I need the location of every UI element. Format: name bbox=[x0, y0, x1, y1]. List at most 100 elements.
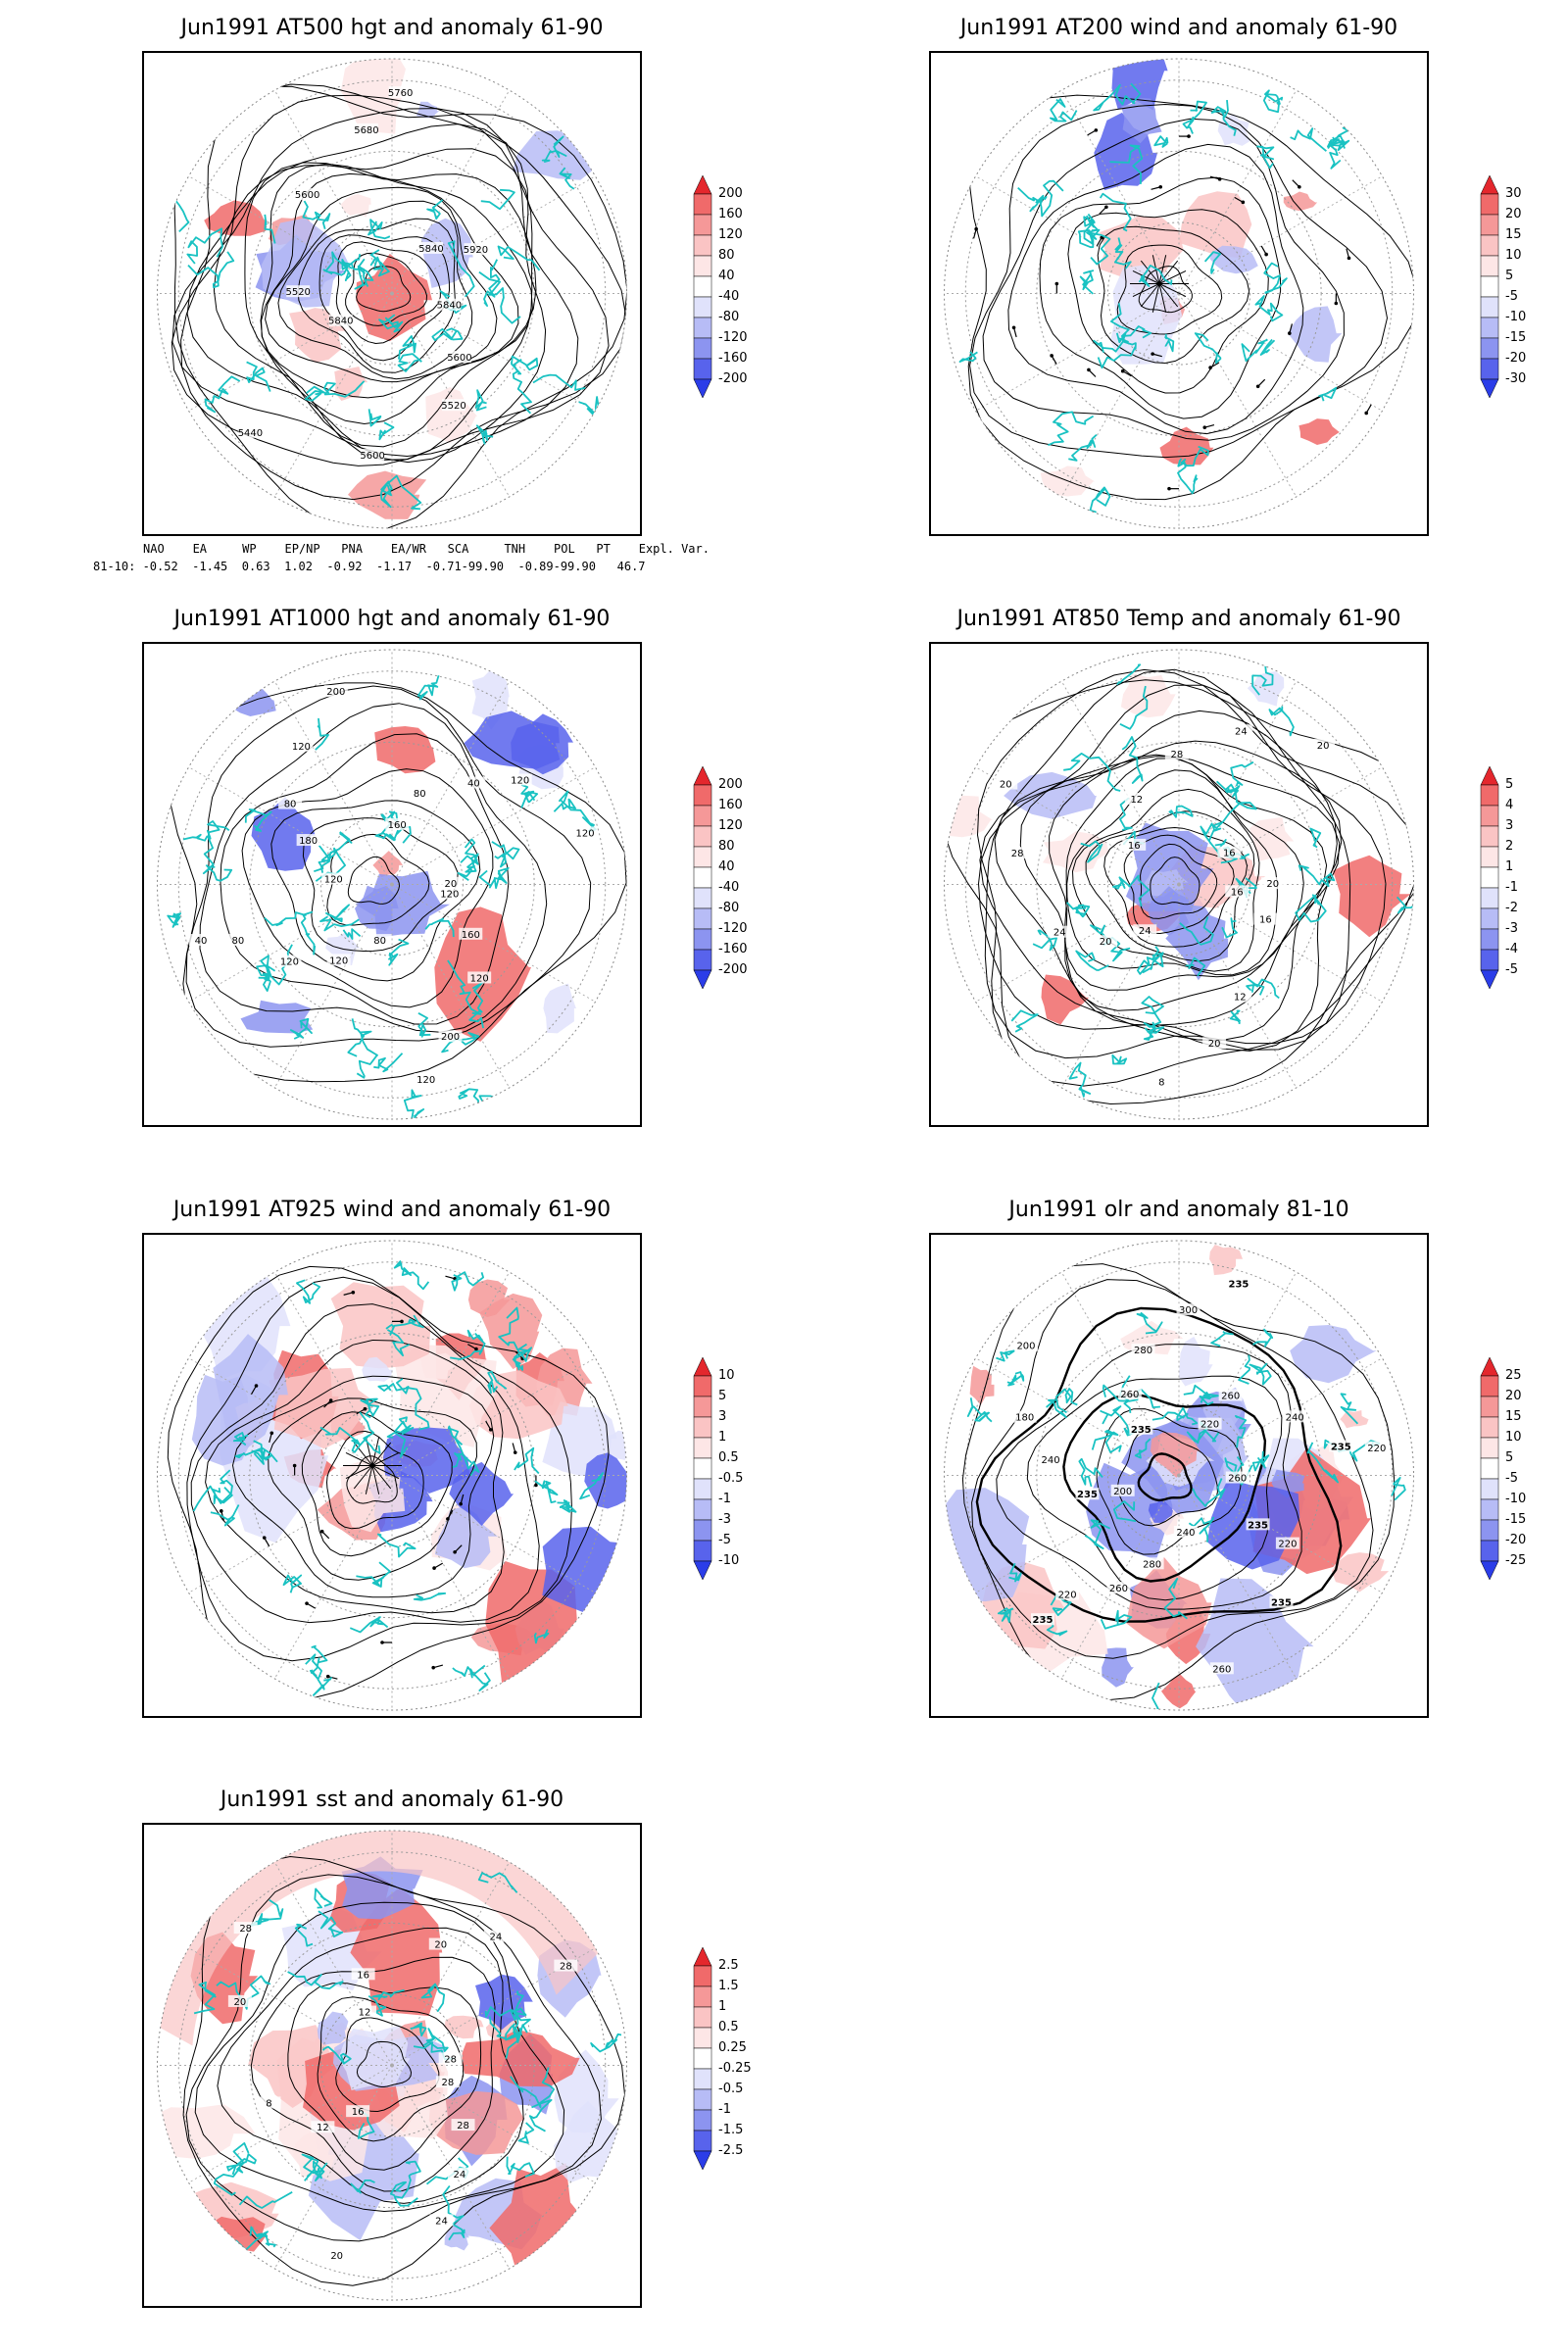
coastline bbox=[1075, 950, 1109, 971]
coastline bbox=[1327, 123, 1371, 152]
colorbar-swatch bbox=[1480, 234, 1499, 257]
contour-label: 120 bbox=[470, 973, 489, 984]
coastline bbox=[1134, 1438, 1152, 1459]
contour-label: 16 bbox=[1231, 887, 1244, 898]
colorbar-label: 2 bbox=[1505, 839, 1514, 854]
coastline bbox=[478, 866, 510, 889]
coastline bbox=[371, 1988, 405, 2001]
contour-label: 120 bbox=[440, 890, 459, 901]
anomaly-shading bbox=[1107, 59, 1168, 111]
contour-label: 5840 bbox=[328, 317, 353, 327]
colorbar-swatch bbox=[1480, 1540, 1499, 1562]
anomaly-shading bbox=[338, 2025, 411, 2090]
coastline bbox=[1203, 251, 1221, 274]
contour-label: 220 bbox=[1367, 1444, 1386, 1454]
latitude-circle bbox=[177, 79, 607, 508]
map-frame bbox=[142, 1233, 642, 1718]
colorbar-label: -1 bbox=[718, 1492, 731, 1506]
colorbar-label: 20 bbox=[1505, 207, 1522, 221]
coastline bbox=[1194, 332, 1222, 365]
map-boundary bbox=[944, 649, 1414, 1120]
contour-label: 200 bbox=[1113, 1487, 1132, 1497]
coastline bbox=[460, 838, 479, 865]
contour-label: 24 bbox=[1139, 926, 1152, 937]
contour-line bbox=[996, 1344, 1302, 1610]
latitude-circle bbox=[1106, 1403, 1251, 1547]
coastline bbox=[483, 259, 501, 307]
colorbar: 200 160 120 80 40 -40 -80 -120 -160 -200 bbox=[693, 764, 748, 1034]
anomaly-shading bbox=[420, 218, 473, 288]
contour-label: 120 bbox=[280, 957, 299, 968]
contour-label: 24 bbox=[454, 2170, 466, 2180]
coastline bbox=[1050, 98, 1078, 122]
coastline bbox=[578, 396, 610, 420]
colorbar-label: -1.5 bbox=[718, 2123, 744, 2137]
coastline bbox=[452, 1666, 475, 1679]
coastline bbox=[368, 219, 390, 240]
map-boundary bbox=[157, 1830, 627, 2301]
pole-streamline bbox=[353, 1465, 373, 1490]
anomaly-shading bbox=[1179, 191, 1252, 259]
pole-streamline bbox=[1158, 255, 1167, 284]
contour-label: 300 bbox=[1179, 1305, 1198, 1316]
colorbar-label: -120 bbox=[718, 330, 748, 345]
contour-line bbox=[1007, 143, 1304, 435]
contour-label: 120 bbox=[324, 875, 343, 886]
coastline bbox=[958, 351, 978, 363]
coastline bbox=[356, 1030, 378, 1079]
contour-line bbox=[185, 1874, 602, 2242]
colorbar-label: 40 bbox=[718, 859, 735, 874]
colorbar-label: -80 bbox=[718, 901, 740, 915]
colorbar-label: -200 bbox=[718, 371, 748, 386]
panel-title: Jun1991 AT200 wind and anomaly 61-90 bbox=[959, 16, 1398, 40]
coastline bbox=[1241, 338, 1268, 363]
contour-label: 5520 bbox=[441, 401, 466, 412]
coastline bbox=[1097, 337, 1137, 369]
index-table-header: NAO EA WP EP/NP PNA EA/WR SCA TNH POL PT… bbox=[143, 542, 710, 556]
anomaly-shading bbox=[469, 1370, 568, 1440]
coastline bbox=[320, 831, 353, 862]
contour-label: 160 bbox=[388, 820, 407, 831]
coastline bbox=[1079, 270, 1095, 295]
contour-label: 120 bbox=[416, 1075, 435, 1086]
anomaly-shading bbox=[340, 194, 371, 218]
pole-streamline bbox=[1132, 270, 1160, 284]
coastline bbox=[997, 1607, 1013, 1623]
pole-streamline bbox=[345, 1452, 373, 1466]
contour-label: 160 bbox=[462, 930, 480, 941]
contour-label: 5760 bbox=[388, 88, 413, 99]
coastline bbox=[1143, 1021, 1165, 1041]
colorbar-swatch bbox=[693, 2006, 712, 2029]
pole-streamline bbox=[1140, 260, 1160, 284]
colorbar-swatch bbox=[693, 928, 712, 951]
anomaly-shading bbox=[348, 470, 427, 519]
coastline bbox=[533, 1629, 550, 1644]
contour-line bbox=[244, 162, 537, 448]
colorbar: 200 160 120 80 40 -40 -80 -120 -160 -200 bbox=[693, 173, 748, 443]
coastline bbox=[1109, 144, 1144, 184]
colorbar-swatch bbox=[1480, 296, 1499, 318]
anomaly-shading bbox=[1209, 1245, 1243, 1276]
latitude-circle bbox=[319, 1403, 465, 1547]
map-frame: 260 235 220 235 260 240 280 260 220 235 200 235 240 1… bbox=[929, 1233, 1429, 1718]
contour-label: 28 bbox=[1011, 849, 1024, 859]
colorbar-label: -160 bbox=[718, 942, 748, 956]
coastline bbox=[378, 421, 395, 441]
coastline bbox=[487, 1370, 508, 1395]
coastline bbox=[323, 380, 365, 398]
coastline bbox=[996, 1349, 1016, 1362]
contour-line bbox=[261, 172, 519, 399]
contour-line bbox=[199, 703, 548, 1033]
coastline bbox=[416, 675, 440, 701]
coastline bbox=[1221, 917, 1238, 939]
anomaly-shading bbox=[1283, 191, 1318, 212]
anomaly-shading bbox=[475, 1974, 533, 2031]
contour-label: 28 bbox=[444, 2054, 457, 2065]
pole-streamline bbox=[353, 1442, 373, 1466]
contour-label: 5600 bbox=[447, 353, 471, 364]
coastline bbox=[356, 1561, 391, 1588]
colorbar-swatch bbox=[1480, 1437, 1499, 1459]
colorbar-swatch bbox=[1480, 846, 1499, 868]
colorbar-label: -2.5 bbox=[718, 2143, 744, 2158]
contour-line bbox=[1117, 1428, 1218, 1527]
